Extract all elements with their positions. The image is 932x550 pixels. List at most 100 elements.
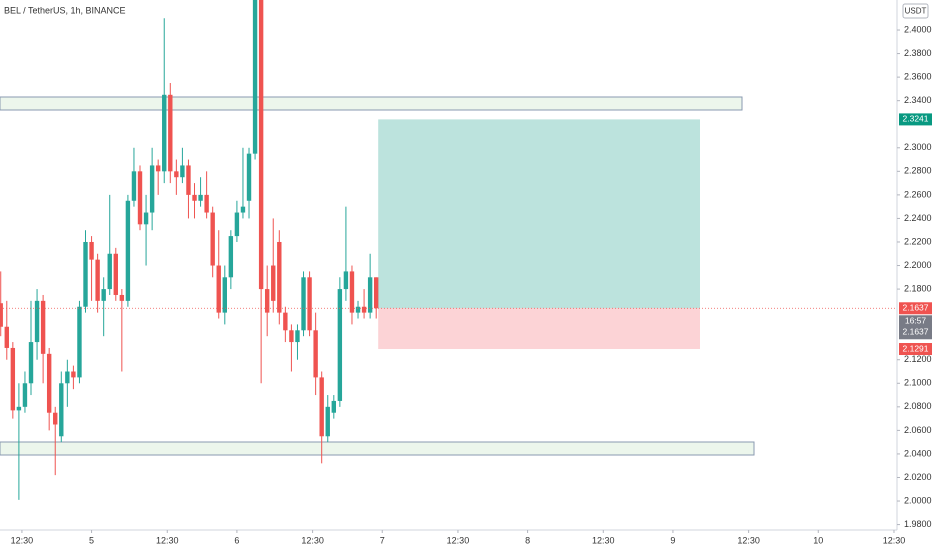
plot-area [0,0,897,500]
y-tick-label: 2.3000 [904,142,932,152]
y-tick-label: 2.2200 [904,236,932,246]
y-tick-label: 2.1800 [904,283,932,293]
x-tick-label: 12:30 [883,535,906,545]
x-tick-label: 12:30 [737,535,760,545]
x-tick-label: 12:30 [11,535,34,545]
y-tick-label: 2.4000 [904,24,932,34]
candle-body [319,377,324,437]
candle-body [301,277,306,331]
candle-body [258,0,264,290]
candle-body [325,406,330,437]
candle-body [349,271,355,313]
y-tick-label: 2.1000 [904,378,932,388]
candle-body [289,330,294,343]
candle-body [113,253,118,295]
candle-body [155,165,161,172]
countdown: 16:57 [905,316,927,326]
candle-body [216,265,221,313]
candle-body [95,259,100,301]
chart-title: BEL / TetherUS, 1h, BINANCE [4,5,126,15]
y-tick-label: 2.2800 [904,166,932,176]
x-tick-label: 12:30 [592,535,615,545]
target-zone [378,119,700,309]
candle-body [313,330,318,378]
candle-body [343,271,349,290]
currency-box[interactable] [902,3,929,19]
candle-body [234,212,240,237]
candle-body [210,212,215,266]
candle-body [295,330,300,343]
candle-body [337,289,343,401]
y-tick-label: 2.2600 [904,189,932,199]
candle-body [4,326,9,348]
y-tick-label: 2.0600 [904,425,932,435]
y-tick-label: 2.0000 [904,495,932,505]
x-tick-label: 5 [89,535,94,545]
candle-body [143,212,149,225]
candle-body [77,306,82,378]
candle-body [307,277,312,331]
candle-body [373,277,379,309]
candle-body [331,400,337,413]
target-tag [899,113,932,126]
candle-body [252,0,258,154]
y-tick-label: 2.3800 [904,48,932,58]
target-label: 2.3241 [903,114,929,124]
candle-body [367,277,373,313]
y-tick-label: 2.2400 [904,213,932,223]
x-tick-label: 12:30 [156,535,179,545]
candle-body [168,94,173,172]
candle-body [149,165,155,213]
candle-body [162,94,167,172]
candle-body [204,194,209,213]
candle-body [264,289,270,313]
currency: USDT [905,7,927,16]
candle-body [192,194,197,201]
candle-body [119,294,125,301]
stop-zone [378,308,700,350]
x-tick-label: 12:30 [301,535,324,545]
candle-body [0,303,3,327]
last-price-label: 2.1637 [903,327,929,337]
entry-label: 2.1637 [903,303,929,313]
candle-body [137,171,143,225]
candle-body [40,300,46,354]
candle-body [186,165,191,195]
candle-body [222,277,227,313]
y-tick-label: 2.2000 [904,260,932,270]
x-tick-label: 9 [670,535,675,545]
candle-body [107,253,112,290]
candle-body [277,241,282,313]
candle-body [53,412,58,425]
candle-body [228,236,234,278]
candle-body [89,241,94,260]
y-tick-label: 2.3400 [904,95,932,105]
candle-body [125,200,131,301]
candle-body [101,289,106,301]
stop-label: 2.1291 [903,343,929,353]
countdown-tag [899,315,932,340]
candle-body [361,306,367,313]
candle-body [16,406,22,411]
candle-body [59,383,64,437]
candle-body [240,206,246,213]
x-tick-label: 7 [380,535,385,545]
y-tick-label: 2.0800 [904,401,932,411]
candle-body [83,241,88,307]
candle-body [34,300,40,343]
candle-body [71,371,76,378]
y-tick-label: 2.0200 [904,472,932,482]
entry-tag [899,302,932,315]
y-tick-label: 2.3600 [904,72,932,82]
y-tick-label: 2.1200 [904,354,932,364]
candle-body [355,306,361,313]
candle-body [283,312,288,331]
y-tick-label: 2.0400 [904,448,932,458]
y-tick-label: 1.9800 [904,519,932,529]
candle-body [246,153,252,201]
candle-body [28,342,34,384]
x-tick-label: 12:30 [447,535,470,545]
candle-body [65,371,70,384]
candle-body [198,194,203,201]
